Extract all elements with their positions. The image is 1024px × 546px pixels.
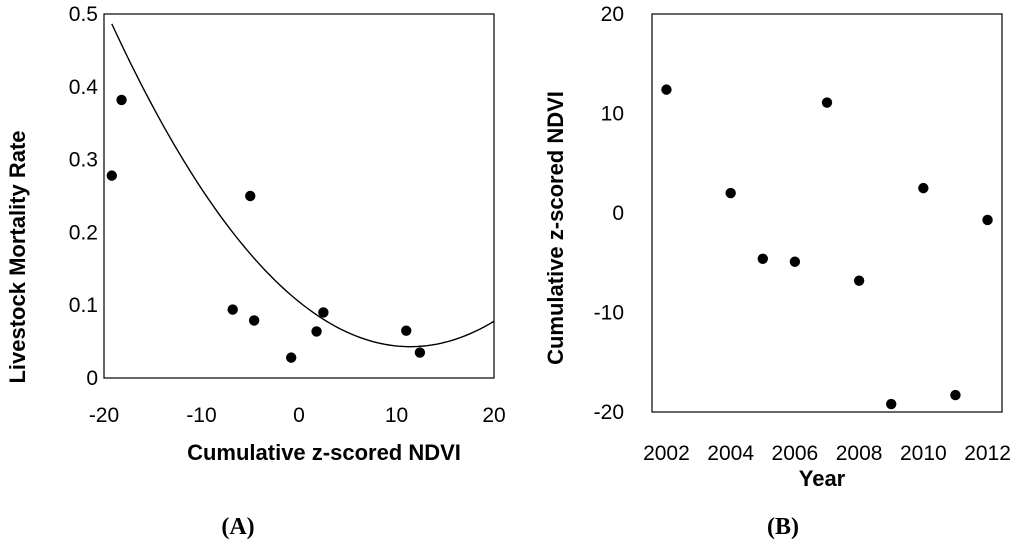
panel-b-y-ticks: -20 -10 0 10 20 xyxy=(594,3,624,424)
panel-b-y-tick-label: 10 xyxy=(601,103,624,126)
panel-b-y-tick-label: -10 xyxy=(594,302,624,325)
panel-a-point-8 xyxy=(318,307,329,318)
panel-b-point-7 xyxy=(886,398,897,410)
panel-a-y-tick-label: 0.1 xyxy=(69,294,98,317)
panel-b-x-axis-title: Year xyxy=(799,466,846,491)
panel-b-point-4 xyxy=(789,256,801,267)
panel-a-x-tick-label: 10 xyxy=(385,404,408,427)
panel-a-x-ticks: -20 -10 0 10 20 xyxy=(89,404,506,427)
panel-b-y-tick-label: 20 xyxy=(601,3,624,26)
panel-a-y-ticks: 0 0.1 0.2 0.3 0.4 0.5 xyxy=(69,3,99,390)
panel-b-y-axis-title: Cumulative z-scored NDVI xyxy=(543,91,568,365)
panel-a-x-axis-title: Cumulative z-scored NDVI xyxy=(187,440,461,465)
panel-a-y-axis-title: Livestock Mortality Rate xyxy=(5,130,30,383)
panel-a-label: (A) xyxy=(221,514,254,540)
panel-b-point-9 xyxy=(950,389,961,401)
panel-b-x-tick-label: 2002 xyxy=(643,442,690,465)
panel-a-y-tick-label: 0 xyxy=(86,367,98,390)
panel-b-x-tick-label: 2008 xyxy=(836,442,883,465)
panel-a-x-tick-label: 20 xyxy=(482,404,505,427)
panel-a-point-1 xyxy=(106,170,118,181)
panel-a: 0 0.1 0.2 0.3 0.4 0.5 -20 -10 0 10 20 Cumulative … xyxy=(5,3,506,540)
panel-a-y-tick-label: 0.3 xyxy=(69,149,98,172)
panel-a-x-tick-label: -20 xyxy=(89,404,119,427)
panel-a-point-6 xyxy=(286,352,297,363)
panel-a-point-3 xyxy=(227,304,238,315)
panel-b-y-tick-label: 0 xyxy=(612,202,624,225)
panel-b-x-ticks: 2002 2004 2006 2008 2010 2012 xyxy=(643,442,1011,465)
panel-b-x-tick-label: 2010 xyxy=(900,442,947,465)
panel-b-points xyxy=(661,84,993,410)
panel-a-point-9 xyxy=(401,325,412,336)
panel-b-point-2 xyxy=(725,187,736,199)
panel-b-plot-frame xyxy=(651,13,1003,413)
panel-b-point-1 xyxy=(661,84,672,95)
panel-b-label: (B) xyxy=(767,514,799,540)
panel-a-point-4 xyxy=(245,190,256,202)
panel-a-plot-frame xyxy=(103,13,495,379)
panel-a-point-5 xyxy=(248,315,260,326)
panel-b-point-6 xyxy=(853,275,865,286)
panel-b-x-tick-label: 2006 xyxy=(772,442,819,465)
panel-b-point-10 xyxy=(982,214,993,226)
panel-a-points xyxy=(106,94,426,363)
panel-a-y-tick-label: 0.4 xyxy=(69,76,99,99)
panel-a-x-tick-label: -10 xyxy=(186,404,216,427)
panel-b-point-5 xyxy=(821,97,833,108)
panel-b-x-tick-label: 2004 xyxy=(707,442,754,465)
panel-b-point-3 xyxy=(757,253,768,264)
panel-a-y-tick-label: 0.2 xyxy=(69,221,98,244)
panel-b-y-tick-label: -20 xyxy=(594,401,624,424)
panel-a-x-tick-label: 0 xyxy=(293,404,305,427)
panel-b: -20 -10 0 10 20 2002 2004 2006 2008 2010 2012 Yea… xyxy=(543,3,1011,540)
panel-a-point-10 xyxy=(414,347,426,358)
panel-a-y-tick-label: 0.5 xyxy=(69,3,98,26)
panel-a-point-7 xyxy=(311,326,322,337)
panel-b-point-8 xyxy=(918,182,929,194)
panel-b-x-tick-label: 2012 xyxy=(964,442,1011,465)
panel-a-point-2 xyxy=(116,94,127,106)
panel-a-fit-curve xyxy=(111,23,495,348)
